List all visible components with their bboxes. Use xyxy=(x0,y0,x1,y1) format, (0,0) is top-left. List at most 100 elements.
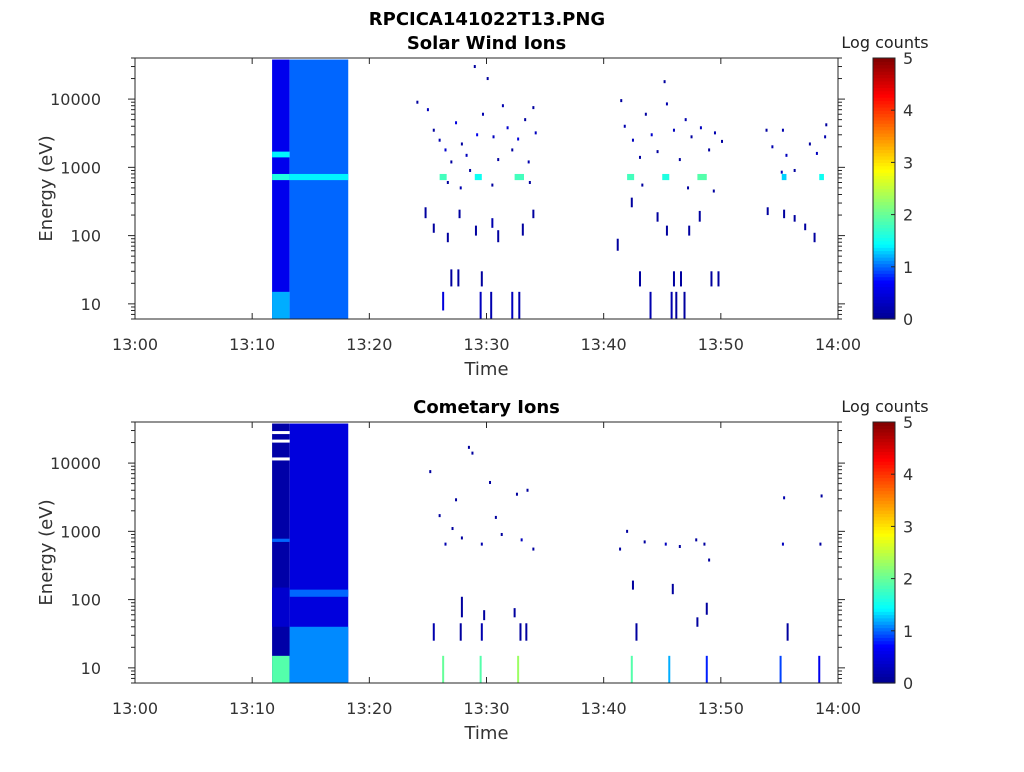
solar-wind-cell-9 xyxy=(627,173,635,181)
cometary-y-axis-label: Energy (eV) xyxy=(36,499,57,605)
solar-wind-xtick-label-6: 14:00 xyxy=(815,335,861,354)
cometary-streak-21 xyxy=(671,583,674,595)
cometary-streak-9 xyxy=(459,623,462,641)
solar-wind-colorbar-seg-40 xyxy=(873,185,895,190)
cometary-colorbar-seg-18 xyxy=(873,621,895,625)
solar-wind-xtick-label-1: 13:10 xyxy=(229,335,275,354)
cometary-colorbar-seg-64 xyxy=(873,470,895,475)
solar-wind-cbar-tick-label-5: 5 xyxy=(903,49,913,68)
cometary-colorbar-seg-78 xyxy=(873,425,895,430)
cometary-cbar-tick-label-0: 0 xyxy=(903,674,913,693)
solar-wind-streak-9 xyxy=(480,271,483,287)
cometary-colorbar-seg-77 xyxy=(873,428,895,433)
solar-wind-colorbar-seg-56 xyxy=(873,133,895,137)
solar-wind-colorbar-seg-47 xyxy=(873,162,895,167)
cometary-colorbar-seg-11 xyxy=(873,643,895,648)
cometary-colorbar-seg-25 xyxy=(873,598,895,603)
solar-wind-cell-6 xyxy=(439,173,447,181)
cometary-dot-12 xyxy=(515,492,518,496)
cometary-xtick-label-0: 13:00 xyxy=(112,699,158,718)
solar-wind-colorbar-seg-68 xyxy=(873,93,895,98)
solar-wind-colorbar-seg-76 xyxy=(873,67,895,72)
solar-wind-dot-52 xyxy=(793,168,796,172)
cometary-colorbar-seg-7 xyxy=(873,656,895,661)
solar-wind-streak-7 xyxy=(474,225,477,236)
cometary-dot-23 xyxy=(708,558,711,562)
solar-wind-dot-35 xyxy=(663,80,666,84)
solar-wind-colorbar-seg-27 xyxy=(873,227,895,232)
cometary-streak-14 xyxy=(525,623,528,641)
solar-wind-colorbar-seg-50 xyxy=(873,152,895,157)
cometary-dot-2 xyxy=(444,542,447,546)
solar-wind-colorbar-seg-38 xyxy=(873,191,895,196)
solar-wind-dot-28 xyxy=(620,99,623,103)
solar-wind-colorbar-seg-37 xyxy=(873,195,895,199)
solar-wind-dot-5 xyxy=(450,160,453,164)
solar-wind-cell-4 xyxy=(289,59,349,319)
solar-wind-dot-4 xyxy=(444,148,447,152)
solar-wind-dot-32 xyxy=(644,112,647,116)
solar-wind-colorbar-seg-36 xyxy=(873,198,895,203)
solar-wind-dot-11 xyxy=(476,133,479,137)
cometary-dot-1 xyxy=(438,514,441,518)
cometary-dot-10 xyxy=(494,515,497,519)
cometary-cell-5 xyxy=(289,626,349,683)
solar-wind-dot-15 xyxy=(497,158,500,162)
cometary-colorbar-seg-63 xyxy=(873,474,895,479)
cometary-colorbar-seg-38 xyxy=(873,555,895,560)
cometary-dot-24 xyxy=(781,542,784,546)
cometary-ytick-label-3: 10000 xyxy=(50,454,101,473)
cometary-colorbar-seg-50 xyxy=(873,516,895,521)
cometary-colorbar-seg-26 xyxy=(873,594,895,599)
solar-wind-colorbar-seg-41 xyxy=(873,181,895,186)
cometary-gap-1 xyxy=(272,439,290,443)
cometary-dot-22 xyxy=(703,542,706,546)
cometary-streak-10 xyxy=(460,596,463,618)
cometary-dot-3 xyxy=(451,527,454,531)
cometary-x-axis-label: Time xyxy=(463,723,508,744)
cometary-colorbar-seg-69 xyxy=(873,454,895,459)
cometary-panel-title: Cometary Ions xyxy=(413,397,560,418)
solar-wind-streak-23 xyxy=(670,291,673,319)
cometary-colorbar-seg-67 xyxy=(873,461,895,466)
cometary-colorbar-seg-56 xyxy=(873,497,895,501)
solar-wind-colorbar-seg-3 xyxy=(873,305,895,310)
cometary-cbar-tick-label-1: 1 xyxy=(903,622,913,641)
solar-wind-colorbar-seg-30 xyxy=(873,217,895,222)
cometary-colorbar-seg-16 xyxy=(873,627,895,632)
cometary-colorbar-seg-73 xyxy=(873,441,895,446)
solar-wind-x-axis-label: Time xyxy=(463,359,508,380)
solar-wind-dot-17 xyxy=(506,126,509,130)
cometary-colorbar-seg-23 xyxy=(873,604,895,609)
solar-wind-colorbar-seg-14 xyxy=(873,270,895,274)
solar-wind-colorbar-seg-72 xyxy=(873,80,895,85)
cometary-colorbar-seg-5 xyxy=(873,663,895,668)
solar-wind-xtick-label-0: 13:00 xyxy=(112,335,158,354)
cometary-streak-19 xyxy=(786,623,789,641)
solar-wind-streak-21 xyxy=(656,212,659,222)
solar-wind-colorbar-seg-49 xyxy=(873,155,895,160)
solar-wind-dot-6 xyxy=(455,121,458,125)
solar-wind-streak-0 xyxy=(424,207,427,219)
solar-wind-colorbar-seg-34 xyxy=(873,204,895,209)
cometary-colorbar-seg-0 xyxy=(873,679,895,684)
solar-wind-dot-18 xyxy=(511,148,514,152)
cometary-colorbar-seg-39 xyxy=(873,552,895,557)
solar-wind-streak-36 xyxy=(813,232,816,243)
solar-wind-dot-50 xyxy=(781,128,784,132)
solar-wind-colorbar-seg-54 xyxy=(873,139,895,144)
cometary-dot-13 xyxy=(520,538,523,542)
cometary-cell-6 xyxy=(289,589,349,597)
solar-wind-colorbar-seg-28 xyxy=(873,224,895,229)
solar-wind-colorbar-seg-2 xyxy=(873,309,895,314)
solar-wind-streak-25 xyxy=(672,271,675,287)
solar-wind-dot-37 xyxy=(672,128,675,132)
cometary-colorbar-seg-45 xyxy=(873,532,895,537)
cometary-colorbar-seg-8 xyxy=(873,653,895,658)
solar-wind-cbar-tick-label-3: 3 xyxy=(903,153,913,172)
solar-wind-ytick-label-3: 10000 xyxy=(50,90,101,109)
cometary-streak-5 xyxy=(705,655,708,683)
solar-wind-dot-27 xyxy=(528,180,531,184)
